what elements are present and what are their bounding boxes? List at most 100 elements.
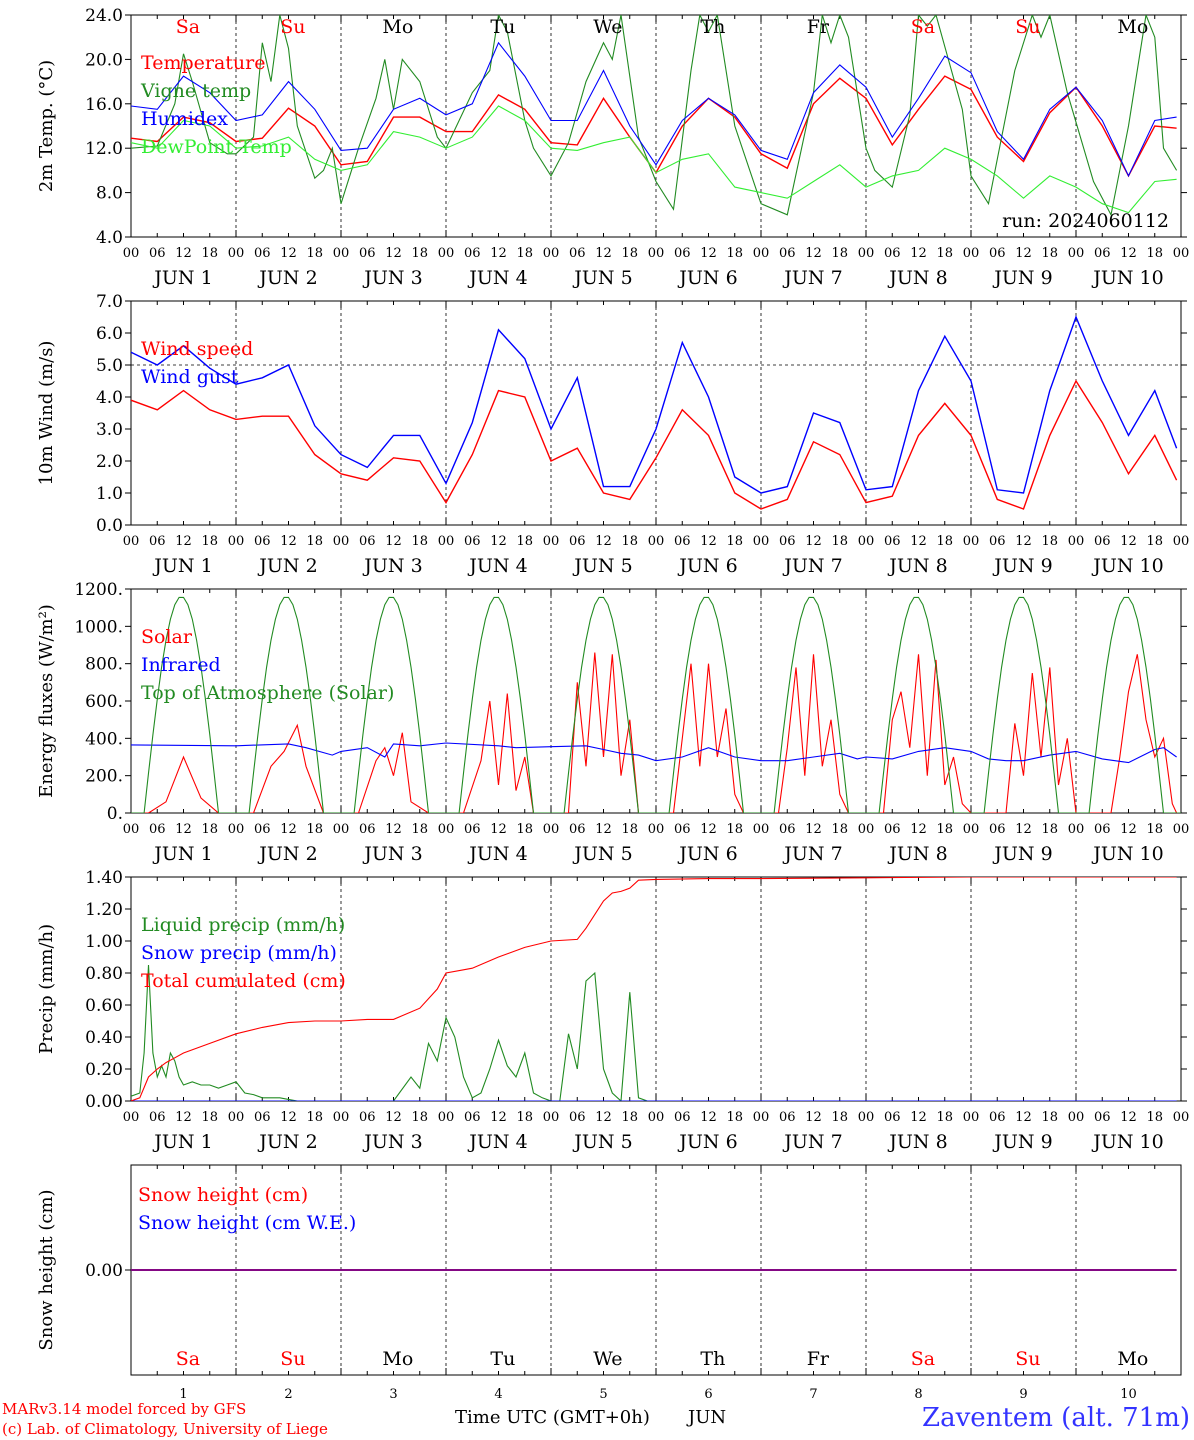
hour-tick-label: 12 <box>595 1110 612 1125</box>
hour-tick-label: 12 <box>1015 246 1032 261</box>
y-tick-label: 400. <box>85 729 123 749</box>
hour-tick-label: 06 <box>674 246 691 261</box>
weekday-label: Mo <box>1117 16 1148 38</box>
hour-tick-label: 18 <box>936 246 953 261</box>
day-date-label: JUN 3 <box>362 267 422 289</box>
weekday-label: Sa <box>911 1348 935 1370</box>
date-number: 5 <box>599 1387 607 1402</box>
hour-tick-label: 06 <box>884 246 901 261</box>
date-number: 1 <box>179 1387 187 1402</box>
y-tick-label: 1200. <box>74 580 123 600</box>
legend-entry: Liquid precip (mm/h) <box>141 914 345 936</box>
hour-tick-label: 12 <box>1120 534 1137 549</box>
hour-tick-label: 18 <box>516 1110 533 1125</box>
hour-tick-label: 12 <box>280 1110 297 1125</box>
series-line-total-cumulated-cm- <box>131 877 1177 1101</box>
day-date-label: JUN 4 <box>467 843 527 865</box>
day-date-label: JUN 2 <box>257 267 317 289</box>
y-tick-label: 0.00 <box>85 1261 123 1281</box>
hour-tick-label: 18 <box>831 822 848 837</box>
hour-tick-label: 18 <box>1146 822 1163 837</box>
hour-tick-label: 06 <box>779 1110 796 1125</box>
hour-tick-label: 18 <box>621 822 638 837</box>
y-tick-label: 1.20 <box>85 900 123 920</box>
hour-tick-label: 18 <box>621 1110 638 1125</box>
y-tick-label: 3.0 <box>96 420 123 440</box>
hour-tick-label: 00 <box>333 1110 350 1125</box>
hour-tick-label: 12 <box>490 534 507 549</box>
hour-tick-label: 06 <box>989 246 1006 261</box>
y-tick-label: 1000. <box>74 617 123 637</box>
hour-tick-label: 00 <box>963 822 980 837</box>
day-date-label: JUN 2 <box>257 555 317 577</box>
day-date-label: JUN 9 <box>992 843 1052 865</box>
hour-tick-label: 12 <box>385 1110 402 1125</box>
day-date-label: JUN 2 <box>257 843 317 865</box>
weekday-label: Sa <box>176 16 200 38</box>
y-tick-label: 4.0 <box>96 228 123 248</box>
day-date-label: JUN 5 <box>572 1131 632 1153</box>
hour-tick-label: 00 <box>648 1110 665 1125</box>
legend-entry: Total cumulated (cm) <box>141 970 346 992</box>
hour-tick-label: 12 <box>1015 822 1032 837</box>
hour-tick-label: 00 <box>1173 1110 1190 1125</box>
hour-tick-label: 12 <box>175 246 192 261</box>
y-tick-label: 200. <box>85 767 123 787</box>
hour-tick-label: 18 <box>726 246 743 261</box>
y-tick-label: 0.20 <box>85 1060 123 1080</box>
hour-tick-label: 18 <box>1041 822 1058 837</box>
hour-tick-label: 06 <box>149 1110 166 1125</box>
hour-tick-label: 12 <box>910 1110 927 1125</box>
footer-xaxis-label: Time UTC (GMT+0h) <box>455 1407 650 1428</box>
hour-tick-label: 18 <box>831 1110 848 1125</box>
hour-tick-label: 06 <box>1094 822 1111 837</box>
hour-tick-label: 18 <box>621 534 638 549</box>
series-line-wind-gust <box>131 315 1178 494</box>
hour-tick-label: 06 <box>1094 1110 1111 1125</box>
y-tick-label: 0.60 <box>85 996 123 1016</box>
weekday-label: Fr <box>807 1348 830 1370</box>
day-date-label: JUN 6 <box>677 555 737 577</box>
hour-tick-label: 12 <box>280 246 297 261</box>
day-date-label: JUN 1 <box>152 267 212 289</box>
hour-tick-label: 06 <box>674 534 691 549</box>
hour-tick-label: 00 <box>228 534 245 549</box>
hour-tick-label: 00 <box>963 1110 980 1125</box>
weekday-label: Su <box>280 1348 305 1370</box>
hour-tick-label: 18 <box>411 822 428 837</box>
date-number: 7 <box>809 1387 817 1402</box>
hour-tick-label: 12 <box>280 534 297 549</box>
hour-tick-label: 18 <box>201 822 218 837</box>
y-tick-label: 1.0 <box>96 484 123 504</box>
date-number: 6 <box>704 1387 712 1402</box>
date-number: 10 <box>1120 1387 1137 1402</box>
hour-tick-label: 18 <box>831 534 848 549</box>
y-tick-label: 0.0 <box>96 516 123 536</box>
panel-2: 0.0 1.0 2.0 3.0 4.0 5.0 6.0 7.0 10m Wind (m/s) 00… <box>36 292 1189 577</box>
hour-tick-label: 18 <box>1041 1110 1058 1125</box>
hour-tick-label: 06 <box>989 534 1006 549</box>
day-date-label: JUN 2 <box>257 1131 317 1153</box>
hour-tick-label: 00 <box>333 246 350 261</box>
legend-entry: Snow precip (mm/h) <box>141 942 337 964</box>
hour-tick-label: 12 <box>1120 822 1137 837</box>
hour-tick-label: 06 <box>569 246 586 261</box>
hour-tick-label: 00 <box>1068 1110 1085 1125</box>
hour-tick-label: 00 <box>438 246 455 261</box>
series-line-infrared <box>131 742 1177 764</box>
hour-tick-label: 00 <box>648 534 665 549</box>
hour-tick-label: 18 <box>516 534 533 549</box>
hour-tick-label: 12 <box>385 822 402 837</box>
hour-tick-label: 06 <box>254 534 271 549</box>
y-tick-label: 8.0 <box>96 184 123 204</box>
hour-tick-label: 00 <box>123 1110 140 1125</box>
hour-tick-label: 00 <box>753 246 770 261</box>
hour-tick-label: 12 <box>700 822 717 837</box>
hour-tick-label: 12 <box>385 246 402 261</box>
legend-entry: Snow height (cm W.E.) <box>138 1212 356 1234</box>
hour-tick-label: 00 <box>1173 246 1190 261</box>
footer-credit: (c) Lab. of Climatology, University of L… <box>2 1420 328 1438</box>
hour-tick-label: 06 <box>1094 534 1111 549</box>
hour-tick-label: 12 <box>700 246 717 261</box>
hour-tick-label: 06 <box>254 822 271 837</box>
